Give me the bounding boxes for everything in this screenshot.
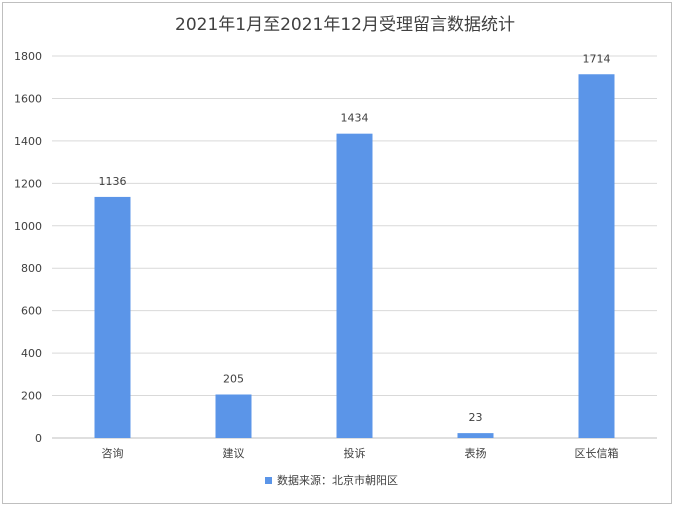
y-axis-ticks: 0 200 400 600 800 1000 1200 1400 1600 1800 (14, 50, 42, 445)
bar (94, 196, 131, 438)
y-tick-label: 1800 (14, 50, 42, 63)
category-labels: 咨询 建议 投诉 表扬 区长信箱 (102, 446, 619, 460)
bar (578, 74, 615, 439)
data-labels: 1136 205 1434 23 1714 (99, 52, 611, 424)
y-tick-label: 600 (21, 305, 42, 318)
data-label: 23 (469, 411, 483, 424)
y-tick-label: 800 (21, 262, 42, 275)
bars (94, 74, 615, 439)
data-label: 1434 (341, 112, 369, 125)
y-tick-label: 1400 (14, 135, 42, 148)
y-tick-label: 1600 (14, 92, 42, 105)
bar (457, 433, 494, 438)
legend-label: 数据来源：北京市朝阳区 (277, 473, 398, 487)
data-label: 205 (223, 372, 244, 385)
category-label: 投诉 (344, 446, 366, 460)
category-label: 建议 (223, 446, 245, 460)
data-label: 1136 (99, 175, 127, 188)
legend-swatch (265, 477, 272, 484)
category-label: 表扬 (465, 446, 487, 460)
legend: 数据来源：北京市朝阳区 (265, 473, 398, 487)
y-tick-label: 0 (35, 432, 42, 445)
bar (215, 394, 252, 438)
category-label: 区长信箱 (575, 446, 619, 460)
chart-title: 2021年1月至2021年12月受理留言数据统计 (175, 15, 515, 35)
bar (336, 133, 373, 438)
category-label: 咨询 (102, 446, 124, 460)
y-tick-label: 1200 (14, 177, 42, 190)
y-tick-label: 1000 (14, 220, 42, 233)
data-label: 1714 (583, 52, 611, 65)
y-tick-label: 200 (21, 390, 42, 403)
y-tick-label: 400 (21, 347, 42, 360)
